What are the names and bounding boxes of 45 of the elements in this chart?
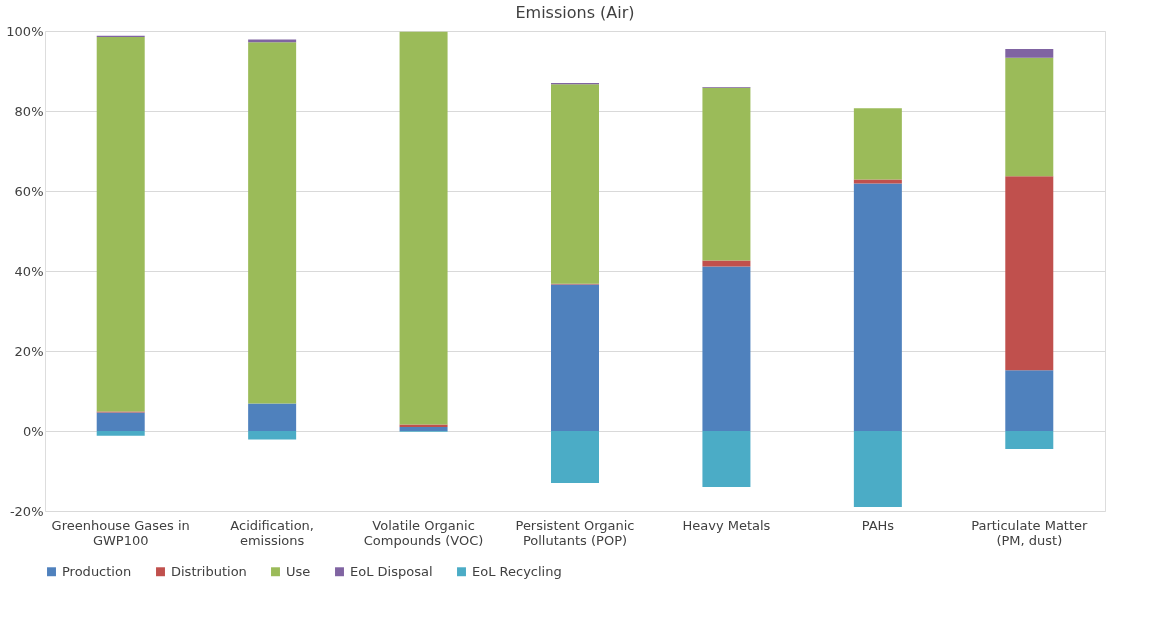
bar (399, 31, 448, 425)
bar (1005, 57, 1054, 177)
y-tick-label: 20% (14, 343, 44, 359)
legend-label: Distribution (171, 563, 247, 579)
legend-label: EoL Disposal (350, 563, 433, 579)
bar (702, 266, 751, 431)
bar (248, 403, 297, 431)
legend-label: Production (62, 563, 132, 579)
bar (1005, 431, 1054, 449)
bar (1005, 370, 1054, 431)
bar (248, 42, 297, 404)
y-tick-label: -20% (9, 503, 44, 519)
y-tick-label: 60% (14, 183, 44, 199)
bar (1005, 176, 1054, 371)
bar (702, 260, 751, 267)
bar (551, 284, 599, 431)
bar (248, 39, 297, 43)
bar (702, 431, 751, 487)
legend-label: EoL Recycling (472, 563, 562, 579)
bar (853, 431, 902, 507)
bar (248, 431, 297, 440)
x-tick-label: Particulate Matter (PM, dust) (971, 517, 1089, 548)
x-tick-label: Persistent Organic Pollutants (POP) (515, 517, 635, 548)
bar (551, 84, 599, 284)
x-tick-label: Greenhouse Gases in GWP100 (51, 517, 190, 548)
y-tick-label: 40% (14, 263, 44, 279)
bar (853, 183, 902, 431)
y-tick-label: 0% (22, 423, 44, 439)
bar (399, 427, 448, 431)
bar (96, 412, 145, 431)
x-tick-label: Acidification, emissions (230, 517, 314, 548)
bar (702, 87, 751, 261)
bar (96, 37, 145, 412)
y-tick-label: 100% (6, 23, 44, 39)
bar (1005, 49, 1054, 58)
bar (853, 179, 902, 184)
y-tick-label: 80% (14, 103, 44, 119)
bar (551, 431, 599, 483)
legend-label: Use (286, 563, 311, 579)
x-tick-label: Heavy Metals (682, 517, 771, 533)
bar (853, 108, 902, 180)
x-tick-label: Volatile Organic Compounds (VOC) (363, 517, 484, 548)
x-tick-label: PAHs (861, 517, 895, 533)
bar (96, 431, 145, 436)
chart-title: Emissions (Air) (515, 3, 635, 22)
